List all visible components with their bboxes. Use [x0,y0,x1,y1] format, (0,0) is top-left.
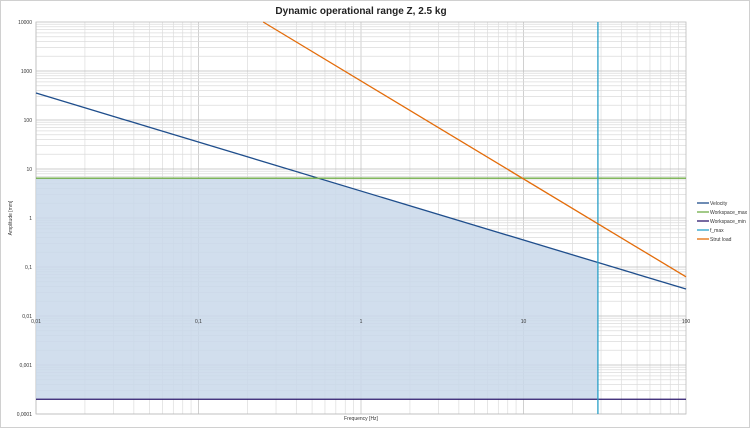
y-tick-label: 10000 [18,20,32,26]
y-tick-label: 0,0001 [17,412,33,418]
y-tick-label: 0,01 [22,314,32,320]
x-tick-label: 1 [360,319,363,325]
x-tick-label: 0,01 [31,319,41,325]
chart-title: Dynamic operational range Z, 2.5 kg [275,6,446,17]
x-tick-label: 0,1 [195,319,202,325]
legend-label: f_max [710,228,724,234]
x-axis-label: Frequency [Hz] [344,416,379,422]
y-tick-label: 0,1 [25,265,32,271]
legend-label: Velocity [710,201,728,207]
x-tick-label: 100 [682,319,691,325]
y-axis-label: Amplitude [mm] [8,200,14,235]
y-tick-label: 1 [29,216,32,222]
y-tick-label: 0,001 [19,363,32,369]
series-velocity [35,92,687,290]
y-tick-label: 1000 [21,69,32,75]
legend-label: Workspace_max [710,210,748,216]
y-tick-label: 100 [24,118,33,124]
series-strut-load [262,21,687,278]
legend-label: Workspace_min [710,219,746,225]
x-tick-label: 10 [521,319,527,325]
legend-label: Strut load [710,237,732,243]
operational-range-area [36,178,598,400]
y-tick-label: 10 [26,167,32,173]
